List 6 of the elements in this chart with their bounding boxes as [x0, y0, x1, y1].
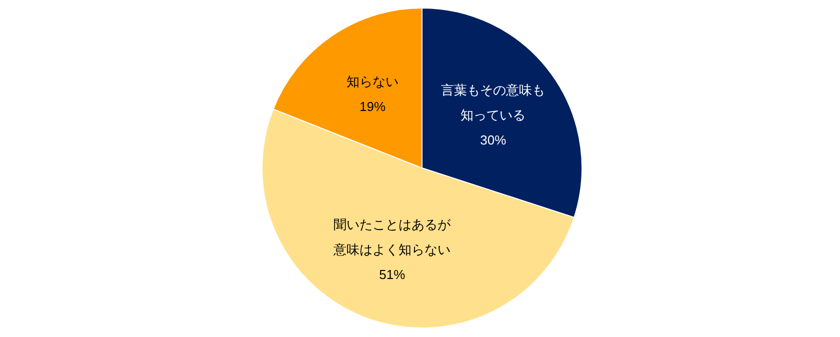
slice-label: 言葉もその意味も知っている [441, 82, 546, 123]
slice-label: 聞いたことはあるが意味はよく知らない [332, 217, 452, 258]
data-label: 19% [360, 99, 386, 114]
slice-label: 知らない [346, 74, 399, 90]
data-label: 51% [379, 267, 406, 282]
data-label: 30% [480, 132, 507, 148]
